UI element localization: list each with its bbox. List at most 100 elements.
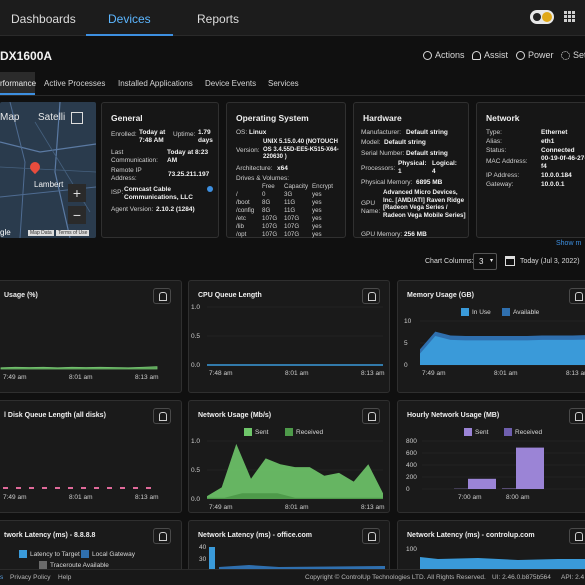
map-data-link[interactable]: Map Data	[28, 230, 54, 236]
chart-panel-network-usage: Network Usage (Mb/s) Sent Received 1.0 0.…	[188, 400, 390, 513]
os-title: Operating System	[236, 113, 309, 123]
api-version: API: 2.4	[561, 574, 585, 581]
os-card: Operating System OS: Linux Version: UNIX…	[226, 102, 346, 238]
manufacturer-label: Manufacturer:	[361, 129, 402, 136]
zoom-out-button[interactable]: −	[68, 206, 86, 224]
x-tick-label: 7:49 am	[209, 504, 233, 511]
bar	[68, 487, 73, 489]
table-row: /opt 107G 107G yes	[236, 230, 322, 238]
satellite-view-button[interactable]: Satelli	[38, 112, 66, 123]
general-title: General	[111, 113, 143, 123]
x-tick-label: 8:13 am	[135, 494, 159, 501]
y-tick-label: 5	[404, 340, 408, 347]
chart-panel-cpu-usage: Usage (%) 7:49 am 8:01 am 8:13 am	[0, 280, 182, 393]
help-link[interactable]: Help	[58, 574, 72, 581]
bar	[29, 487, 34, 489]
mac-value: 00-19-0f-46-27-f4	[541, 155, 585, 170]
location-map[interactable]: Map Satelli Lambert + − gle Map Data Ter…	[0, 102, 96, 238]
alert-bell-icon[interactable]	[569, 288, 585, 304]
theme-toggle[interactable]	[530, 10, 554, 24]
map-terms-link[interactable]: Terms of Use	[56, 230, 90, 236]
bar	[42, 487, 47, 489]
enrolled-label: Enrolled:	[111, 131, 137, 138]
gpumem-label: GPU Memory:	[361, 231, 403, 238]
alert-bell-icon[interactable]	[153, 288, 171, 304]
map-view-button[interactable]: Map	[0, 112, 20, 123]
version-value: UNIX 5.15.0.40 (NOTOUCH OS 3.4.55D-EE5-K…	[263, 139, 339, 160]
y-tick-label: 0	[406, 486, 410, 493]
y-tick-label: 0.0	[191, 496, 200, 503]
map-place-label: Lambert	[34, 180, 64, 189]
remoteip-label: Remote IP Address:	[111, 167, 142, 182]
bar	[16, 487, 21, 489]
tab-device-events[interactable]: Device Events	[205, 79, 257, 88]
series-area	[0, 366, 158, 370]
memory-value: 6895 MB	[416, 179, 443, 186]
settings-label: Set	[573, 50, 585, 60]
x-tick-label: 8:00 am	[506, 494, 530, 501]
uptime-value: 1.79 days	[198, 129, 213, 144]
nav-tab-devices[interactable]: Devices	[86, 0, 173, 36]
chart-panel-hourly-network: Hourly Network Usage (MB) Sent Received …	[397, 400, 585, 513]
alert-bell-icon[interactable]	[362, 408, 380, 424]
bar	[107, 487, 112, 489]
assist-label: Assist	[484, 50, 509, 60]
alert-bell-icon[interactable]	[569, 408, 585, 424]
y-tick-label: 1.0	[191, 304, 200, 311]
map-logo: gle	[0, 228, 11, 237]
info-icon[interactable]	[207, 186, 213, 192]
physical-count: Physical: 1	[398, 160, 427, 175]
network-card: Network Type: Ethernet Alias: eth1 Statu…	[476, 102, 585, 238]
power-button[interactable]: Power	[516, 50, 554, 60]
apps-grid-icon[interactable]	[564, 11, 576, 23]
zoom-in-button[interactable]: +	[68, 184, 86, 202]
nav-tab-reports[interactable]: Reports	[197, 12, 240, 26]
alert-bell-icon[interactable]	[153, 408, 171, 424]
alert-bell-icon[interactable]	[569, 528, 585, 544]
calendar-icon[interactable]	[505, 256, 515, 266]
nav-tab-dashboards[interactable]: Dashboards	[11, 12, 76, 26]
chart-title: Network Usage (Mb/s)	[198, 412, 272, 419]
alert-bell-icon[interactable]	[153, 528, 171, 544]
fullscreen-icon[interactable]	[71, 112, 83, 124]
ip-label: IP Address:	[486, 172, 520, 179]
y-tick-label: 100	[406, 546, 417, 553]
privacy-policy-link[interactable]: Privacy Policy	[10, 574, 51, 581]
tab-active-processes[interactable]: Active Processes	[44, 79, 106, 88]
gpu-label: GPU Name:	[361, 200, 381, 215]
tab-services[interactable]: Services	[268, 79, 299, 88]
os-value: Linux	[249, 129, 267, 136]
isp-value: Comcast Cable Communications, LLC	[124, 186, 193, 201]
hardware-card: Hardware Manufacturer: Default string Mo…	[353, 102, 469, 238]
show-more-link[interactable]: Show m	[556, 240, 582, 247]
footer: s Privacy Policy Help Copyright © Contro…	[0, 569, 585, 585]
cpu-usage-chart: 7:49 am 8:01 am 8:13 am	[0, 366, 159, 381]
legend-available: Available	[502, 308, 539, 316]
general-card: General Enrolled: Today at 7:48 AM Uptim…	[101, 102, 219, 238]
chart-columns-select[interactable]: 3 ▾	[473, 253, 497, 270]
date-picker[interactable]: Today (Jul 3, 2022)	[520, 258, 580, 265]
x-tick-label: 8:13 am	[361, 504, 385, 511]
drives-label: Drives & Volumes:	[236, 175, 290, 182]
lastcomm-label: Last Communication:	[111, 149, 158, 164]
table-row: /boot 8G 11G yes	[236, 198, 322, 206]
bar	[120, 487, 125, 489]
x-tick-label: 8:01 am	[69, 374, 93, 381]
tab-performance[interactable]: rformance	[0, 72, 36, 95]
actions-label: Actions	[435, 50, 465, 60]
footer-link-prefix[interactable]: s	[0, 574, 4, 581]
table-row: /etc 107G 107G yes	[236, 214, 322, 222]
settings-button[interactable]: Set	[561, 50, 585, 60]
alert-bell-icon[interactable]	[362, 528, 380, 544]
alert-bell-icon[interactable]	[362, 288, 380, 304]
y-tick-label: 400	[406, 462, 417, 469]
actions-button[interactable]: Actions	[423, 50, 465, 60]
assist-button[interactable]: Assist	[472, 50, 508, 60]
model-value: Default string	[384, 139, 426, 146]
chart-panel-disk-queue: l Disk Queue Length (all disks) 7:49 am 8…	[0, 400, 182, 513]
actions-icon	[423, 50, 432, 60]
device-subtabs: rformance Active Processes Installed App…	[0, 72, 585, 96]
tab-installed-applications[interactable]: Installed Applications	[118, 79, 193, 88]
gpumem-value: 256 MB	[404, 231, 427, 238]
